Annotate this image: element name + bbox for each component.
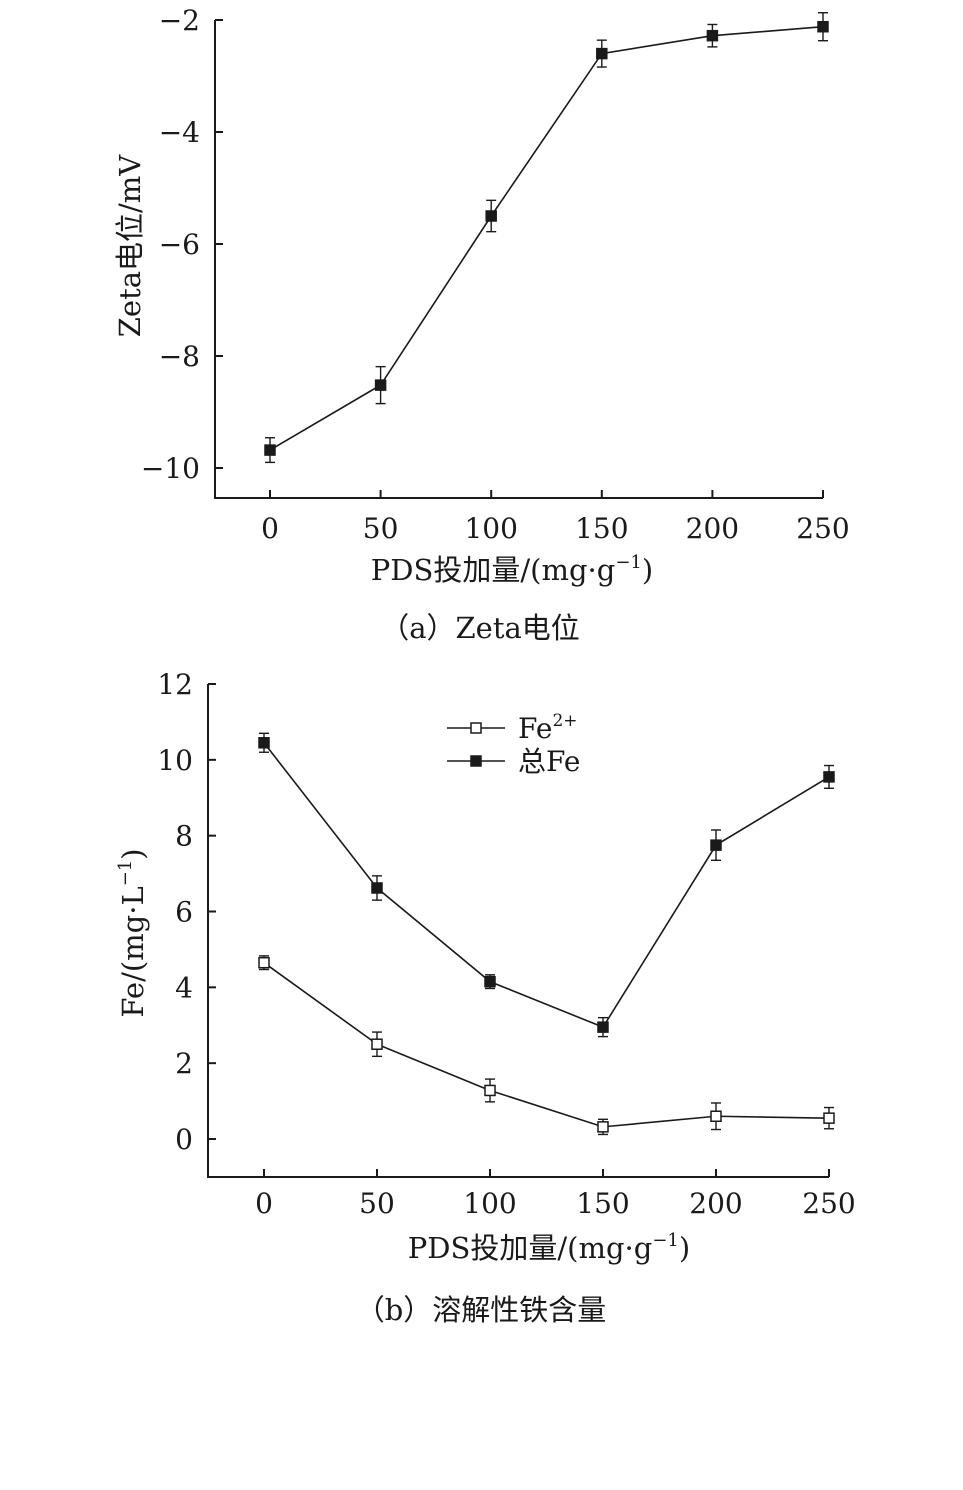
series-line [269, 25, 824, 451]
data-point [597, 1021, 609, 1033]
chart-a-x-ticks: 0 50 100 150 200 250 [261, 490, 850, 545]
series-line [263, 742, 830, 1029]
data-point [371, 882, 383, 894]
x-tick-label: 200 [686, 512, 739, 545]
chart-a-y-axis-title: Zeta电位/mV [113, 154, 147, 338]
chart-a-axes [214, 20, 823, 499]
legend-item-fe2: Fe2+ [447, 711, 578, 745]
chart-b-axes [207, 684, 829, 1178]
y-tick-label: 10 [157, 744, 193, 777]
chart-b-caption: （b）溶解性铁含量 [356, 1293, 607, 1327]
legend-marker-total-fe [470, 755, 482, 767]
data-point [817, 20, 829, 33]
series-0 [264, 12, 829, 464]
x-tick-label: 100 [463, 1187, 516, 1220]
chart-b-x-axis-title: PDS投加量/(mg·g−1) [408, 1230, 690, 1265]
y-tick-label: 4 [175, 971, 193, 1004]
x-tick-label: 50 [363, 512, 399, 545]
data-point [823, 771, 835, 783]
y-tick-label: 12 [157, 668, 193, 701]
y-tick-label: −8 [159, 340, 200, 373]
chart-a-zeta-potential: 0 50 100 150 200 250 −10 −8 −6 −4 −2 PDS投加量/(mg·g… [113, 4, 850, 645]
y-tick-label: 8 [175, 820, 193, 853]
legend-marker-fe2 [470, 722, 482, 734]
legend-label-total-fe: 总Fe [518, 745, 580, 778]
series-1 [258, 732, 835, 1038]
data-point [710, 839, 722, 851]
data-point [597, 1121, 609, 1133]
series-line [263, 962, 830, 1128]
series-0 [258, 955, 835, 1136]
data-point [371, 1038, 383, 1050]
data-point [374, 379, 387, 391]
chart-b-dissolved-iron: 0 50 100 150 200 250 0 2 4 6 8 10 12 Fe2+ 总Fe PDS投加… [115, 668, 856, 1327]
x-tick-label: 250 [802, 1187, 855, 1220]
chart-a-caption: （a）Zeta电位 [380, 611, 580, 645]
data-point [258, 737, 270, 749]
chart-b-x-ticks: 0 50 100 150 200 250 [255, 1169, 856, 1220]
chart-a-x-axis-title: PDS投加量/(mg·g−1) [371, 552, 653, 587]
y-tick-label: −10 [141, 452, 200, 485]
data-point [706, 29, 719, 42]
data-point [710, 1110, 722, 1122]
y-tick-label: 6 [175, 896, 193, 929]
chart-b-legend: Fe2+ 总Fe [447, 711, 580, 778]
data-point [264, 444, 276, 456]
chart-a-y-ticks: −10 −8 −6 −4 −2 [141, 4, 223, 485]
chart-b-series [258, 732, 835, 1136]
x-tick-label: 0 [255, 1187, 273, 1220]
y-tick-label: −6 [159, 228, 200, 261]
data-point [484, 1084, 496, 1097]
y-tick-label: −2 [159, 4, 200, 37]
chart-a-series [264, 12, 829, 464]
x-tick-label: 100 [464, 512, 517, 545]
data-point [823, 1112, 835, 1124]
y-tick-label: 0 [175, 1123, 193, 1156]
x-tick-label: 0 [261, 512, 279, 545]
chart-b-y-axis-title: Fe/(mg·L−1) [115, 848, 150, 1017]
legend-label-fe2: Fe2+ [518, 711, 578, 745]
legend-item-total-fe: 总Fe [447, 745, 580, 778]
y-tick-label: −4 [159, 116, 200, 149]
chart-b-y-ticks: 0 2 4 6 8 10 12 [157, 668, 216, 1156]
x-tick-label: 250 [796, 512, 849, 545]
x-tick-label: 150 [575, 512, 628, 545]
data-point [484, 975, 496, 988]
data-point [258, 956, 270, 969]
y-tick-label: 2 [175, 1047, 193, 1080]
data-point [485, 210, 497, 222]
x-tick-label: 150 [576, 1187, 629, 1220]
x-tick-label: 200 [689, 1187, 742, 1220]
x-tick-label: 50 [359, 1187, 395, 1220]
data-point [596, 47, 608, 60]
